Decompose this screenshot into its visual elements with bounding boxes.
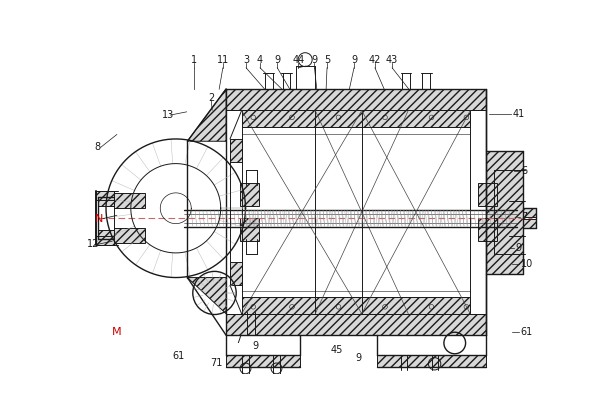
Text: 13: 13 [163, 110, 175, 120]
Bar [240, 183, 259, 206]
Bar [523, 208, 536, 218]
Bar [523, 219, 536, 228]
Bar [230, 139, 242, 162]
Text: 44: 44 [292, 55, 304, 65]
Text: 6: 6 [521, 166, 527, 176]
Bar [230, 262, 242, 285]
Bar [478, 218, 497, 241]
Polygon shape [187, 278, 226, 314]
Text: 8: 8 [95, 142, 101, 152]
Text: 5: 5 [324, 55, 330, 65]
Text: 10: 10 [520, 259, 533, 269]
Text: 9: 9 [253, 341, 259, 352]
Bar [242, 297, 470, 314]
Text: M: M [112, 327, 122, 337]
Text: N: N [95, 213, 103, 223]
Bar [114, 228, 145, 243]
Text: 11: 11 [217, 55, 229, 65]
Bar [98, 230, 114, 239]
Bar [242, 110, 470, 127]
Bar [98, 197, 114, 206]
Text: 71: 71 [211, 358, 223, 368]
Text: 61: 61 [520, 327, 533, 337]
Bar [240, 218, 259, 241]
Text: 7: 7 [521, 212, 527, 222]
Text: 7: 7 [236, 335, 242, 345]
Bar [478, 183, 497, 206]
Bar [226, 314, 486, 335]
Text: 9: 9 [516, 243, 522, 253]
Text: 1: 1 [191, 55, 197, 65]
Text: 43: 43 [386, 55, 398, 65]
Bar [226, 89, 486, 110]
Text: 9: 9 [311, 55, 317, 65]
Text: 2: 2 [208, 93, 214, 103]
Text: 3: 3 [243, 55, 249, 65]
Bar [377, 354, 486, 367]
Text: 41: 41 [512, 109, 524, 119]
Bar [96, 191, 114, 200]
Text: 9: 9 [356, 353, 362, 363]
Text: 9: 9 [274, 55, 280, 65]
Polygon shape [187, 89, 226, 141]
Bar [486, 150, 523, 274]
Text: 4: 4 [257, 55, 263, 65]
Text: 12: 12 [86, 239, 99, 249]
Bar [226, 354, 300, 367]
Text: 42: 42 [369, 55, 381, 65]
Text: 9: 9 [351, 55, 357, 65]
Text: 45: 45 [330, 345, 343, 355]
Bar [96, 236, 114, 245]
Bar [114, 193, 145, 208]
Text: 61: 61 [172, 351, 184, 361]
